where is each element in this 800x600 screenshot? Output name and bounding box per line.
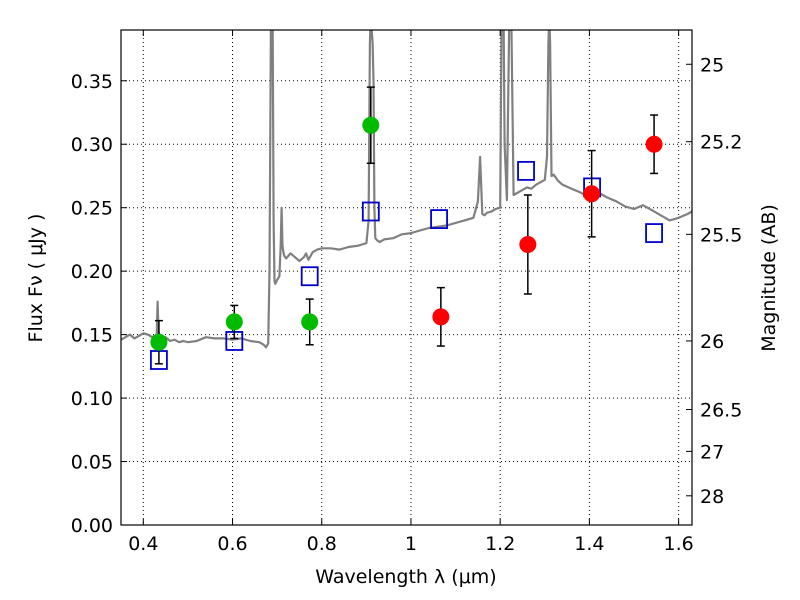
y-tick-label: 0.15: [71, 325, 113, 347]
x-tick-label: 0.8: [307, 533, 337, 555]
y-tick-label: 0.35: [71, 71, 113, 93]
plot-frame: [121, 30, 692, 525]
x-tick-label: 0.6: [217, 533, 247, 555]
model-square: [646, 224, 662, 242]
x-tick-label: 0.4: [128, 533, 158, 555]
x-tick-label: 1.2: [485, 533, 515, 555]
y2-tick-label: 26.5: [700, 400, 742, 422]
y2-tick-label: 25: [700, 54, 724, 76]
chart: 0.4 0.6 0.8 1 1.2 1.4 1.6 0.00 0.05 0.10 0.15 0.20 0…: [0, 0, 800, 600]
red-point: [433, 309, 449, 325]
y-tick-label: 0.20: [71, 261, 113, 283]
axis-ticks: 0.4 0.6 0.8 1 1.2 1.4 1.6 0.00 0.05 0.10 0.15 0.20 0…: [71, 30, 743, 555]
model-square: [363, 203, 379, 221]
x-tick-label: 1.4: [574, 533, 604, 555]
green-point: [302, 314, 318, 330]
x-tick-label: 1.6: [664, 533, 694, 555]
y-tick-label: 0.10: [71, 388, 113, 410]
y-axis-label: Flux Fν ( μJy ): [25, 214, 47, 343]
model-square: [518, 162, 534, 180]
y2-tick-label: 25.2: [700, 132, 742, 154]
y-tick-label: 0.00: [71, 515, 113, 537]
y2-tick-label: 27: [700, 441, 724, 463]
red-point: [584, 186, 600, 202]
x-tick-label: 1: [405, 533, 417, 555]
red-point: [520, 237, 536, 253]
y2-axis-label: Magnitude (AB): [758, 204, 780, 352]
y-tick-label: 0.25: [71, 198, 113, 220]
green-point: [226, 314, 242, 330]
y2-tick-label: 28: [700, 486, 724, 508]
model-square: [302, 267, 318, 285]
y-tick-label: 0.30: [71, 134, 113, 156]
spectrum-line: [121, 17, 692, 347]
x-axis-label: Wavelength λ (μm): [315, 566, 496, 588]
green-point: [151, 334, 167, 350]
y2-tick-label: 25.5: [700, 224, 742, 246]
plot-data: [121, 17, 692, 369]
y-tick-label: 0.05: [71, 452, 113, 474]
green-point: [363, 117, 379, 133]
y2-tick-label: 26: [700, 331, 724, 353]
grid-lines: [121, 30, 692, 525]
red-point: [646, 136, 662, 152]
